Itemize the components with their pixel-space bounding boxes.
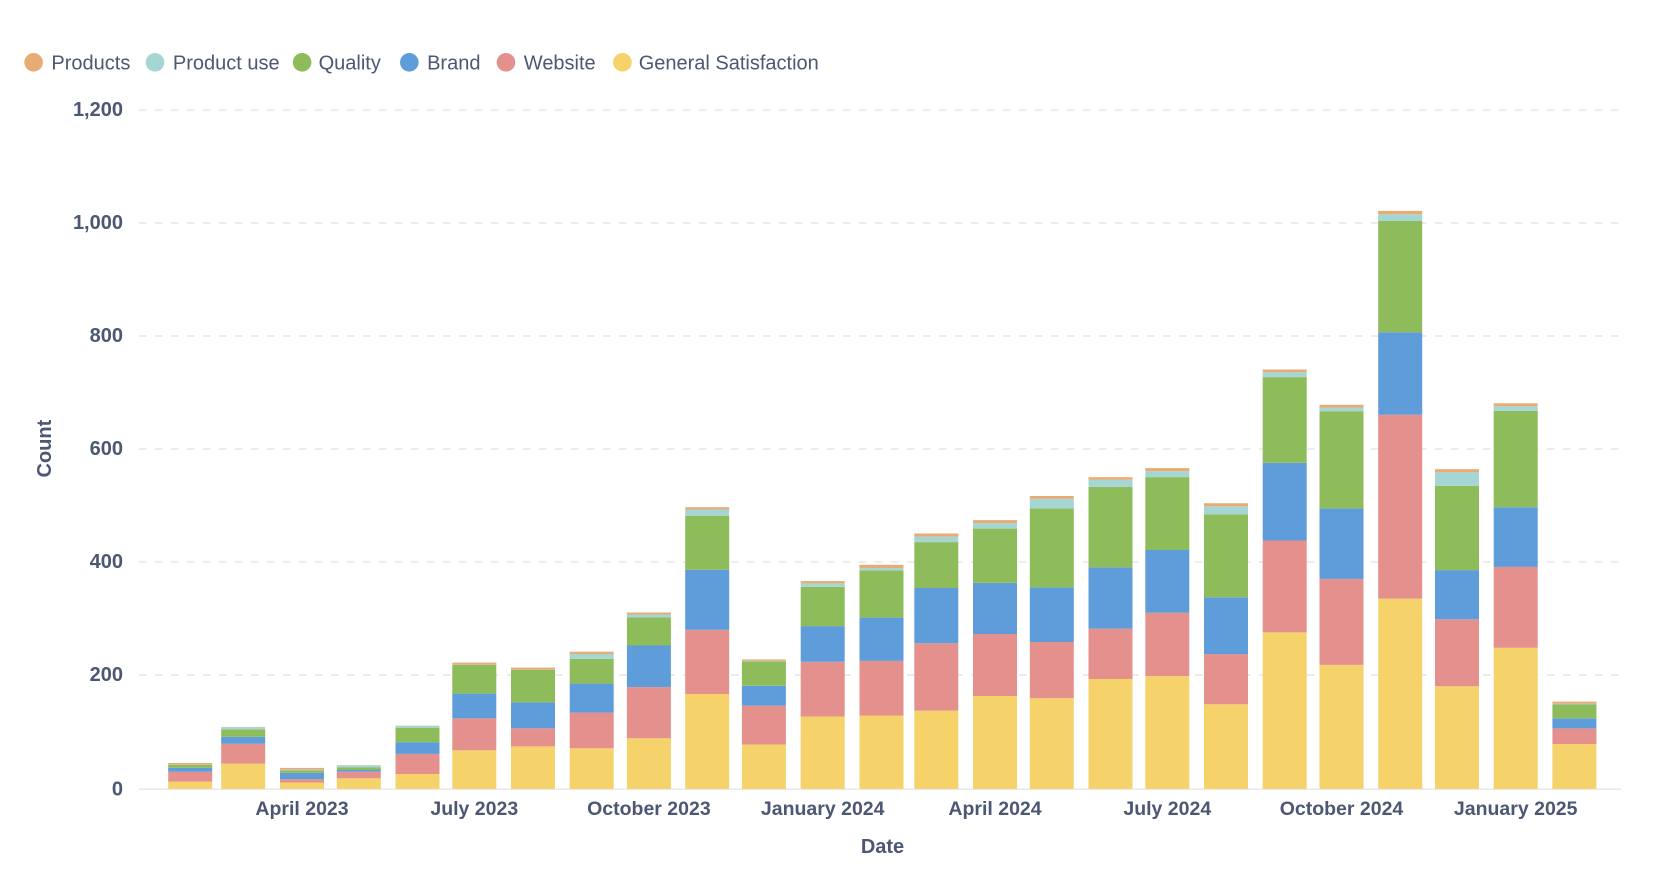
svg-text:Website: Website bbox=[524, 53, 596, 75]
svg-text:800: 800 bbox=[90, 325, 123, 347]
svg-text:January 2024: January 2024 bbox=[761, 798, 885, 820]
svg-text:General Satisfaction: General Satisfaction bbox=[639, 53, 819, 75]
svg-text:Quality: Quality bbox=[319, 53, 381, 75]
svg-text:1,200: 1,200 bbox=[73, 99, 123, 121]
svg-text:October 2024: October 2024 bbox=[1280, 798, 1404, 820]
svg-text:1,000: 1,000 bbox=[73, 212, 123, 234]
svg-text:July 2024: July 2024 bbox=[1123, 798, 1211, 820]
svg-text:0: 0 bbox=[112, 778, 123, 800]
svg-text:July 2023: July 2023 bbox=[430, 798, 518, 820]
svg-text:600: 600 bbox=[90, 438, 123, 460]
svg-text:Products: Products bbox=[51, 53, 130, 75]
svg-text:Count: Count bbox=[34, 419, 56, 477]
svg-text:April 2024: April 2024 bbox=[948, 798, 1041, 820]
svg-text:October 2023: October 2023 bbox=[587, 798, 711, 820]
svg-text:200: 200 bbox=[90, 664, 123, 686]
svg-text:Date: Date bbox=[861, 836, 904, 858]
svg-text:January 2025: January 2025 bbox=[1454, 798, 1578, 820]
svg-text:Product use: Product use bbox=[173, 53, 280, 75]
svg-text:April 2023: April 2023 bbox=[255, 798, 348, 820]
svg-text:Brand: Brand bbox=[427, 53, 480, 75]
svg-text:400: 400 bbox=[90, 551, 123, 573]
